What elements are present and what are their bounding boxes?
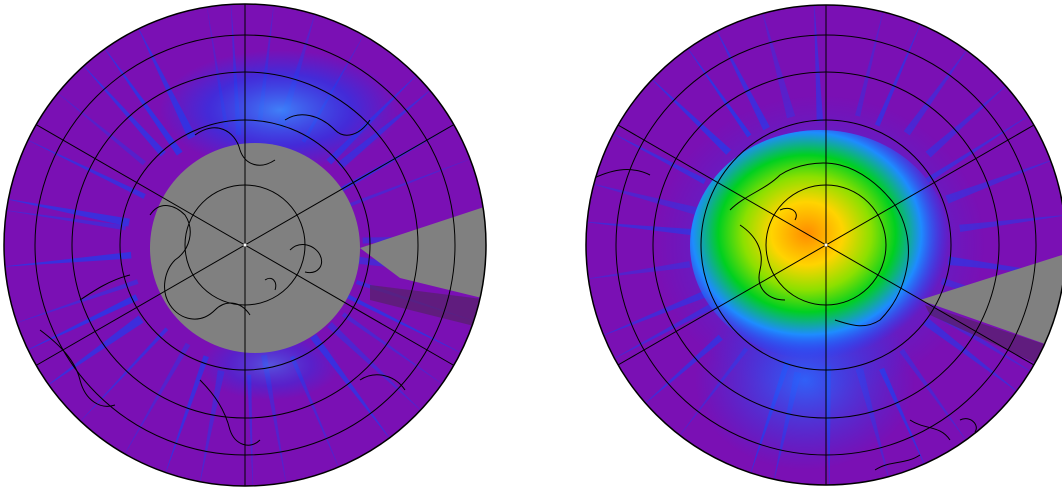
north-blue-band-top [160,50,400,170]
north-streak [50,87,147,166]
north-streak [198,370,225,486]
north-nodata-wedge-shade [370,285,486,330]
north-streak [120,342,191,462]
north-pole-marker [243,243,247,247]
south-map-boundary [585,4,1062,486]
north-streak [19,294,139,354]
south-streak [903,42,973,136]
north-nodata-wedge [360,205,486,300]
south-streak [925,79,1014,158]
north-streak [247,374,254,486]
north-streak [74,327,169,428]
north-nodata-cap [150,143,360,353]
south-polar-map [580,0,1062,488]
south-streak [855,5,886,117]
north-streak [349,155,479,207]
north-streak [327,321,428,417]
north-streak [99,41,183,156]
north-streak [4,251,132,268]
north-streak [8,279,139,326]
north-streak [4,209,126,231]
north-streak [344,293,469,357]
south-polar-map-svg [585,4,1062,486]
north-streak [162,355,209,482]
north-streak [339,120,462,192]
south-streak [712,22,770,131]
south-nodata-wedge [920,255,1062,350]
north-streak [4,197,130,227]
north-polar-map [0,0,490,488]
south-streak [899,348,972,449]
north-polar-map-svg [3,3,487,487]
north-streak [19,136,146,199]
south-heat-blob [690,130,950,360]
south-streak [874,15,925,127]
north-map-boundary [3,3,487,487]
north-streak [41,315,144,390]
south-streak [959,214,1062,232]
south-streak [813,5,824,122]
north-coastlines [39,114,406,446]
south-nodata-wedge-shade [925,305,1062,375]
south-pole-marker [824,243,828,247]
north-streak [77,59,166,157]
south-streak [760,5,796,119]
north-streak [341,312,450,389]
south-streak [682,40,752,138]
